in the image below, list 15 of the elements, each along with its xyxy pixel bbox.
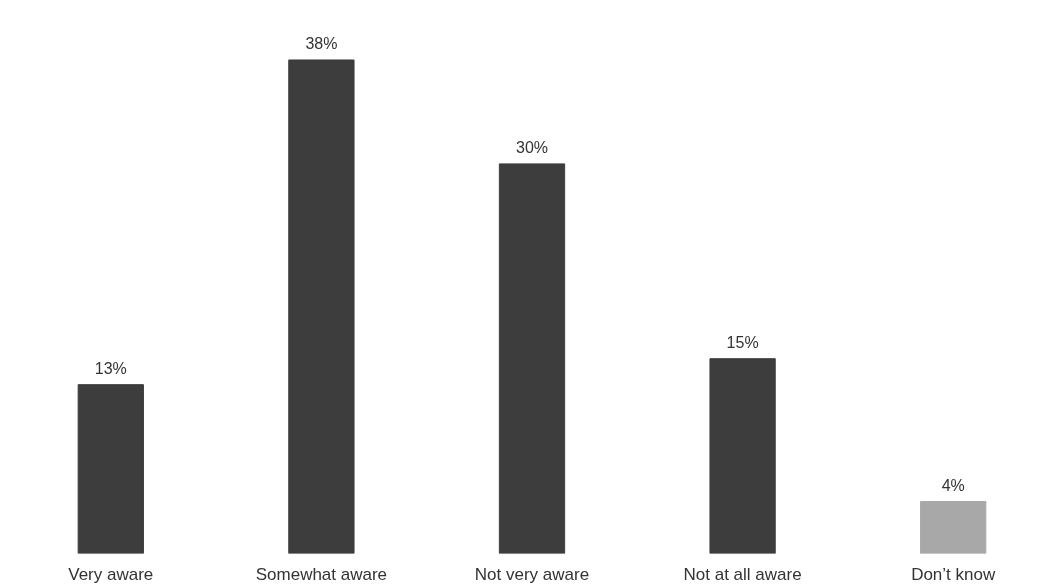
bar bbox=[288, 59, 355, 554]
data-label: 13% bbox=[94, 359, 127, 377]
data-label: 15% bbox=[726, 333, 759, 351]
x-tick-label: Somewhat aware bbox=[255, 564, 388, 584]
bar bbox=[920, 501, 987, 554]
x-tick-label: Not very aware bbox=[474, 564, 590, 584]
bar bbox=[77, 384, 144, 554]
data-label: 30% bbox=[515, 138, 549, 156]
data-label: 38% bbox=[305, 34, 338, 52]
x-tick-label: Don’t know bbox=[911, 564, 996, 584]
x-tick-label: Very aware bbox=[68, 564, 154, 584]
bar bbox=[498, 163, 566, 554]
data-label: 4% bbox=[941, 476, 965, 494]
x-tick-label: Not at all aware bbox=[683, 564, 802, 584]
bar bbox=[709, 358, 776, 554]
